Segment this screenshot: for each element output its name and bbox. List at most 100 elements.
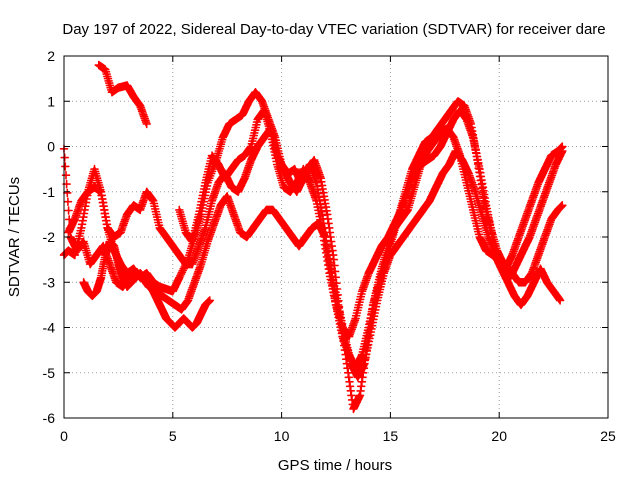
data-point — [478, 235, 481, 239]
data-point — [245, 235, 248, 239]
series-markers — [94, 60, 151, 129]
data-point — [82, 240, 85, 243]
data-point — [428, 199, 431, 202]
data-point — [282, 167, 285, 171]
data-point — [262, 136, 266, 139]
data-point — [125, 84, 129, 87]
data-point — [426, 158, 429, 162]
data-point — [223, 176, 227, 180]
x-tick-label: 10 — [274, 428, 290, 444]
data-point — [350, 362, 353, 365]
data-point — [80, 226, 83, 230]
data-point — [432, 140, 436, 144]
data-point — [108, 240, 111, 243]
data-point — [204, 181, 207, 184]
data-point — [352, 407, 355, 411]
data-point — [295, 190, 299, 193]
data-point — [160, 294, 164, 298]
data-point — [143, 276, 146, 279]
data-point — [480, 213, 483, 216]
data-point — [115, 281, 118, 284]
data-point — [389, 253, 392, 257]
y-tick-label: 1 — [47, 93, 55, 109]
data-point — [369, 330, 373, 334]
data-point — [86, 190, 90, 193]
data-point — [191, 326, 194, 329]
data-point — [434, 186, 438, 189]
data-point — [73, 217, 77, 221]
data-point — [210, 199, 214, 202]
data-point — [138, 208, 142, 212]
data-point — [145, 122, 148, 126]
data-point — [95, 253, 98, 257]
data-point — [171, 290, 174, 293]
data-point — [217, 181, 220, 184]
data-point — [117, 262, 120, 266]
data-point — [247, 100, 251, 103]
data-point — [393, 222, 396, 225]
y-tick-label: -2 — [43, 229, 56, 245]
data-point — [204, 303, 207, 307]
data-point — [262, 109, 266, 112]
data-point — [125, 213, 129, 216]
data-point — [511, 253, 514, 257]
series-day-6 — [175, 106, 567, 341]
data-point — [550, 217, 553, 221]
data-point — [463, 104, 466, 107]
data-point — [415, 217, 418, 221]
x-axis-label: GPS time / hours — [278, 457, 392, 474]
data-point — [182, 317, 185, 320]
data-point — [437, 127, 440, 130]
data-point — [178, 253, 181, 257]
data-point — [511, 272, 514, 275]
data-point — [152, 199, 155, 202]
chart-title: Day 197 of 2022, Sidereal Day-to-day VTE… — [62, 21, 605, 38]
data-point — [519, 303, 523, 307]
data-point — [256, 118, 259, 121]
data-point — [474, 190, 477, 193]
data-point — [537, 181, 540, 184]
data-point — [278, 217, 281, 221]
data-point — [178, 208, 181, 212]
x-tick-label: 20 — [491, 428, 507, 444]
y-tick-label: -6 — [43, 410, 56, 426]
data-point — [234, 118, 238, 121]
data-point — [443, 118, 446, 121]
data-point — [112, 235, 116, 239]
y-tick-label: -5 — [43, 365, 56, 381]
data-point — [347, 335, 351, 338]
data-point — [230, 167, 233, 171]
data-point — [104, 253, 107, 257]
data-point — [334, 303, 338, 307]
data-point — [73, 253, 77, 257]
data-point — [545, 281, 549, 284]
x-tick-label: 15 — [383, 428, 399, 444]
data-point — [328, 272, 331, 275]
data-point — [556, 149, 560, 153]
data-point — [319, 176, 322, 180]
data-point — [550, 154, 553, 157]
data-point — [208, 299, 211, 302]
data-point — [387, 244, 390, 248]
data-point — [226, 195, 229, 198]
data-point — [121, 276, 124, 279]
data-point — [452, 118, 455, 121]
series-day-5 — [79, 237, 215, 332]
data-point — [160, 308, 164, 311]
data-point — [125, 272, 129, 275]
data-point — [152, 290, 155, 293]
data-point — [395, 244, 399, 248]
data-point — [210, 154, 214, 157]
data-point — [165, 235, 168, 239]
data-point — [80, 199, 83, 202]
data-point — [426, 149, 429, 153]
data-point — [276, 163, 279, 166]
data-point — [326, 213, 329, 216]
data-point — [125, 285, 129, 288]
data-point — [249, 145, 253, 148]
data-point — [513, 294, 516, 298]
data-point — [258, 217, 262, 221]
data-point — [408, 226, 412, 230]
data-point — [417, 154, 420, 157]
